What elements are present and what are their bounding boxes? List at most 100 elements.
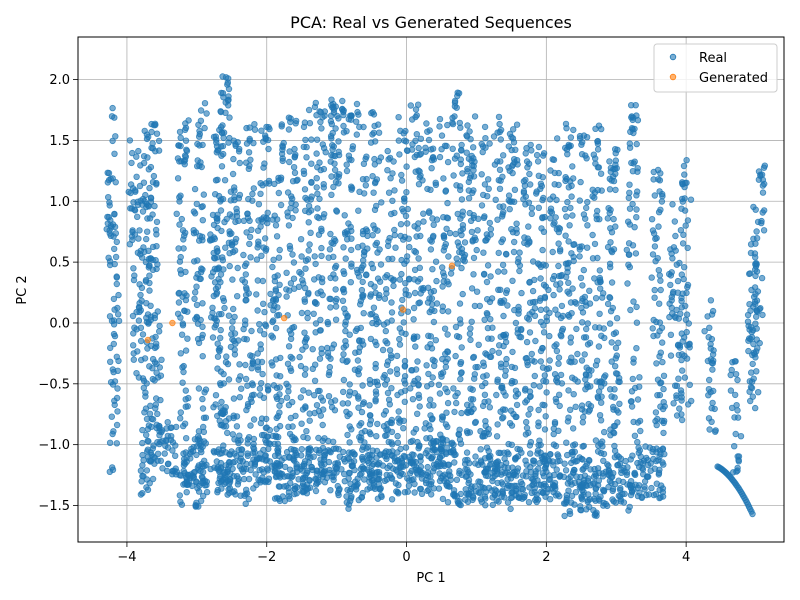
real-point xyxy=(219,129,226,137)
real-point xyxy=(140,384,147,392)
real-point xyxy=(442,240,449,248)
real-point xyxy=(251,462,258,469)
real-point xyxy=(679,240,687,247)
real-point xyxy=(395,408,402,415)
real-point xyxy=(219,446,226,453)
real-point xyxy=(669,201,676,208)
real-point xyxy=(499,384,506,392)
real-point xyxy=(407,102,414,109)
real-point xyxy=(426,422,433,429)
real-point xyxy=(303,143,310,151)
real-point xyxy=(483,444,491,451)
real-point xyxy=(539,196,546,204)
real-point xyxy=(272,295,279,303)
real-point xyxy=(289,177,297,185)
real-point xyxy=(487,452,494,460)
real-point xyxy=(481,181,489,188)
real-point xyxy=(565,475,572,482)
real-point xyxy=(355,404,362,411)
real-point xyxy=(371,206,379,213)
real-point xyxy=(462,457,469,464)
real-point xyxy=(412,366,420,373)
real-point xyxy=(359,400,367,408)
real-point xyxy=(286,242,293,250)
real-point xyxy=(114,311,122,318)
real-point xyxy=(333,172,340,180)
real-point xyxy=(464,165,471,173)
real-point xyxy=(137,162,144,169)
real-point xyxy=(583,155,590,162)
real-point xyxy=(471,113,479,120)
real-point xyxy=(221,474,228,481)
real-point xyxy=(574,350,581,358)
real-point xyxy=(661,417,668,425)
real-point xyxy=(539,214,546,221)
real-point xyxy=(410,380,417,387)
real-point xyxy=(430,287,438,295)
real-point xyxy=(649,325,656,332)
real-point xyxy=(531,305,539,312)
real-point xyxy=(449,145,456,152)
real-point xyxy=(483,231,490,238)
real-point xyxy=(247,422,254,429)
real-point xyxy=(325,371,333,379)
real-point xyxy=(525,223,532,230)
real-point xyxy=(199,443,206,450)
real-point xyxy=(231,247,239,254)
real-point xyxy=(285,222,293,229)
x-tick-label: 4 xyxy=(682,550,690,565)
real-point xyxy=(139,426,146,434)
real-point xyxy=(436,390,444,397)
real-point xyxy=(472,236,479,244)
real-point xyxy=(353,100,361,108)
real-point xyxy=(218,485,225,492)
real-point xyxy=(570,391,577,398)
real-point xyxy=(327,304,334,311)
y-tick-label: −0.5 xyxy=(38,377,70,392)
real-point xyxy=(469,496,476,504)
real-point xyxy=(111,210,118,218)
real-point xyxy=(744,311,752,319)
real-point xyxy=(600,450,608,458)
real-point xyxy=(290,259,298,266)
real-point xyxy=(107,222,115,229)
real-point xyxy=(734,376,741,384)
real-point xyxy=(226,478,234,485)
real-point xyxy=(233,293,241,300)
real-point xyxy=(411,289,419,297)
real-point xyxy=(651,192,658,199)
real-point xyxy=(327,118,335,125)
real-point xyxy=(439,495,447,503)
real-point xyxy=(512,146,519,153)
real-point xyxy=(658,198,666,205)
real-point xyxy=(220,380,227,387)
real-point xyxy=(175,245,182,252)
real-point xyxy=(194,335,202,343)
real-point xyxy=(331,166,339,174)
real-point xyxy=(605,466,612,474)
real-point xyxy=(318,225,325,232)
real-point xyxy=(487,273,494,280)
real-point xyxy=(327,487,334,494)
real-point xyxy=(193,283,200,290)
real-point xyxy=(328,191,335,198)
real-point xyxy=(660,429,667,437)
real-point xyxy=(470,187,477,194)
real-point xyxy=(657,349,664,356)
real-point xyxy=(522,431,530,438)
real-point xyxy=(629,200,636,208)
real-point xyxy=(412,106,420,113)
real-point xyxy=(342,342,350,349)
real-point xyxy=(424,344,431,351)
real-point xyxy=(303,334,310,342)
real-point xyxy=(312,487,320,495)
real-point xyxy=(257,223,264,230)
real-point xyxy=(112,253,120,261)
real-point xyxy=(587,403,595,410)
real-point xyxy=(191,436,199,443)
real-point xyxy=(462,466,469,473)
real-point xyxy=(105,213,112,221)
real-point xyxy=(256,321,263,328)
real-point xyxy=(305,450,312,457)
real-point xyxy=(141,409,148,416)
